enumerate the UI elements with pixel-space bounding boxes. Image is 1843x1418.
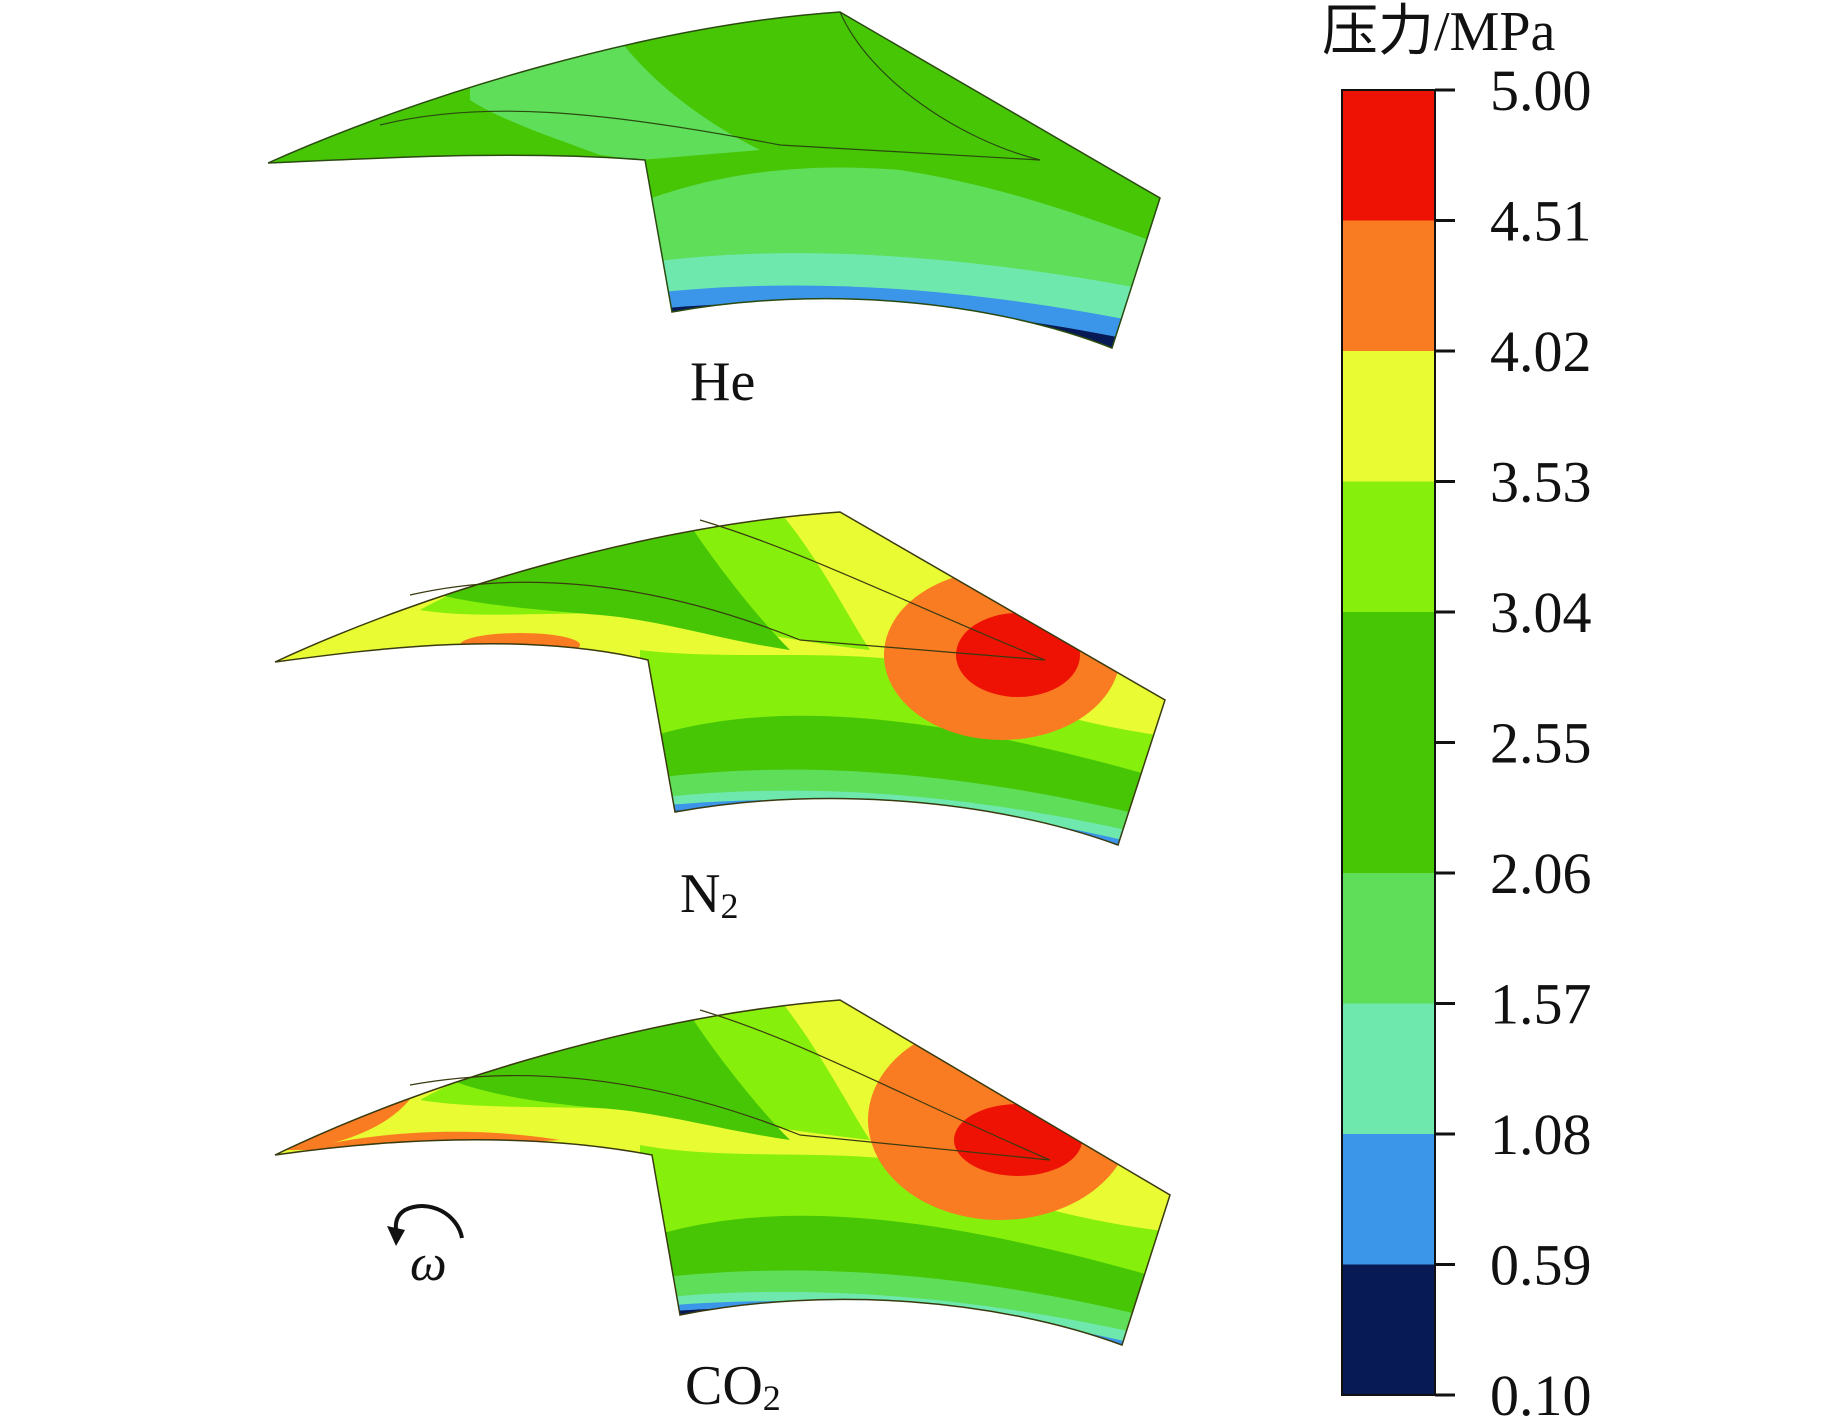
colorbar-bands [1342, 90, 1435, 1396]
n2-contour-panel: N2 [274, 511, 1166, 926]
colorbar-band [1342, 1264, 1435, 1396]
colorbar-tick-label: 2.55 [1490, 711, 1592, 776]
colorbar-tick-label: 0.10 [1490, 1363, 1592, 1418]
colorbar-band [1342, 351, 1435, 482]
n2-label: N2 [680, 863, 738, 926]
omega-symbol: ω [410, 1235, 447, 1292]
colorbar-title: 压力/MPa [1322, 1, 1555, 63]
rotation-indicator: ω [387, 1204, 464, 1292]
colorbar-band [1342, 612, 1435, 743]
co2-contour-panel: CO2 [274, 999, 1171, 1418]
co2-label: CO2 [685, 1355, 781, 1418]
colorbar-tick-label: 2.06 [1490, 841, 1592, 906]
colorbar-band [1342, 873, 1435, 1004]
he-label: He [690, 351, 755, 413]
colorbar-band [1342, 1003, 1435, 1135]
colorbar-tick-label: 1.08 [1490, 1102, 1592, 1167]
colorbar-tick-label: 4.02 [1490, 319, 1592, 384]
colorbar-band [1342, 220, 1435, 352]
colorbar-tick-label: 3.04 [1490, 580, 1592, 645]
colorbar-tick-label: 4.51 [1490, 189, 1592, 254]
colorbar-band [1342, 90, 1435, 221]
colorbar-tick-label: 5.00 [1490, 58, 1592, 123]
colorbar-band [1342, 481, 1435, 613]
colorbar-tick-label: 1.57 [1490, 972, 1592, 1037]
colorbar-tick-label: 0.59 [1490, 1233, 1592, 1298]
he-contour-panel: He [267, 11, 1161, 413]
colorbar-band [1342, 742, 1435, 874]
colorbar-band [1342, 1134, 1435, 1265]
colorbar-ticks: 5.00 4.51 4.02 3.53 3.04 2.55 2.06 1.57 1.08 0.59… [1435, 58, 1592, 1418]
pressure-colorbar: 压力/MPa 5.00 4.51 4.02 3.53 3.04 2.55 2.06 1.57 1… [1322, 1, 1592, 1418]
colorbar-tick-label: 3.53 [1490, 450, 1592, 515]
